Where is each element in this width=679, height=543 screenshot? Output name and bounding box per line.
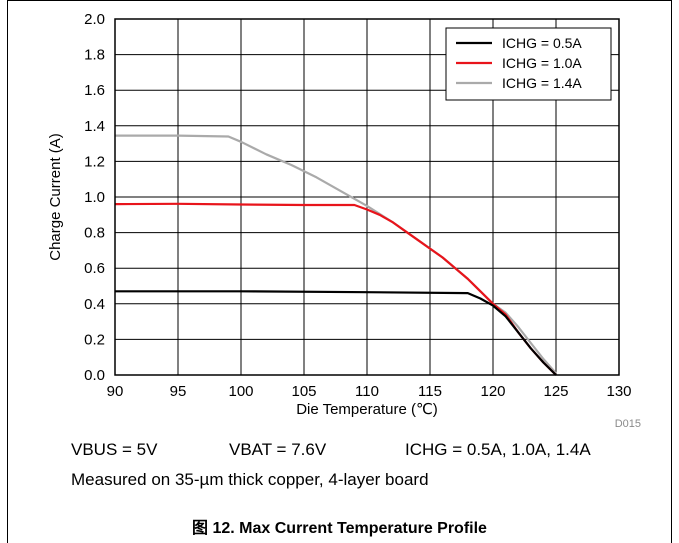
page-frame-left xyxy=(7,0,8,543)
y-tick-label: 1.4 xyxy=(84,118,105,135)
page-frame-right xyxy=(671,0,672,543)
y-tick-label: 0.0 xyxy=(84,367,105,384)
legend-label: ICHG = 0.5A xyxy=(502,35,582,51)
x-tick-labels: 90 95 100 105 110 115 120 125 130 xyxy=(107,383,632,400)
x-tick-label: 115 xyxy=(418,383,442,400)
y-axis-label: Charge Current (A) xyxy=(47,133,64,261)
y-tick-label: 1.0 xyxy=(84,189,105,206)
x-tick-label: 110 xyxy=(355,383,379,400)
vbus-condition: VBUS = 5V xyxy=(71,440,158,459)
series-line xyxy=(114,202,557,376)
x-tick-label: 130 xyxy=(606,383,631,400)
x-tick-label: 105 xyxy=(291,383,316,400)
measurement-note: Measured on 35-µm thick copper, 4-layer … xyxy=(71,470,429,489)
ichg-condition: ICHG = 0.5A, 1.0A, 1.4A xyxy=(405,440,591,459)
plot-border xyxy=(114,18,620,376)
y-tick-label: 0.6 xyxy=(84,260,105,277)
figure-caption: 图 12. Max Current Temperature Profile xyxy=(192,520,487,537)
legend: ICHG = 0.5A ICHG = 1.0A ICHG = 1.4A xyxy=(445,27,612,101)
chart-id-label: D015 xyxy=(615,418,641,430)
x-axis-label: Die Temperature (℃) xyxy=(296,401,438,418)
y-tick-labels: 0.0 0.2 0.4 0.6 0.8 1.0 1.2 1.4 1.6 1.8 2.0 xyxy=(84,11,105,384)
y-tick-label: 1.8 xyxy=(84,47,105,64)
y-tick-label: 1.6 xyxy=(84,82,105,99)
y-tick-label: 1.2 xyxy=(84,153,105,170)
y-tick-label: 0.4 xyxy=(84,296,105,313)
x-tick-label: 125 xyxy=(543,383,568,400)
y-tick-label: 0.2 xyxy=(84,331,105,348)
charge-current-chart: 90 95 100 105 110 115 120 125 130 0.00.20.40.60.… xyxy=(47,11,641,430)
page-frame-top xyxy=(7,0,672,1)
y-tick-label: 2.0 xyxy=(84,11,105,28)
series-line xyxy=(115,290,557,376)
legend-label: ICHG = 1.0A xyxy=(502,55,582,71)
x-tick-label: 120 xyxy=(480,383,505,400)
series-lines xyxy=(114,134,557,376)
vbat-condition: VBAT = 7.6V xyxy=(229,440,327,459)
legend-label: ICHG = 1.4A xyxy=(502,75,582,91)
series-line xyxy=(115,134,557,374)
y-tick-label: 0.8 xyxy=(84,225,105,242)
x-tick-label: 100 xyxy=(228,383,253,400)
x-tick-label: 90 xyxy=(107,383,124,400)
x-tick-label: 95 xyxy=(170,383,187,400)
